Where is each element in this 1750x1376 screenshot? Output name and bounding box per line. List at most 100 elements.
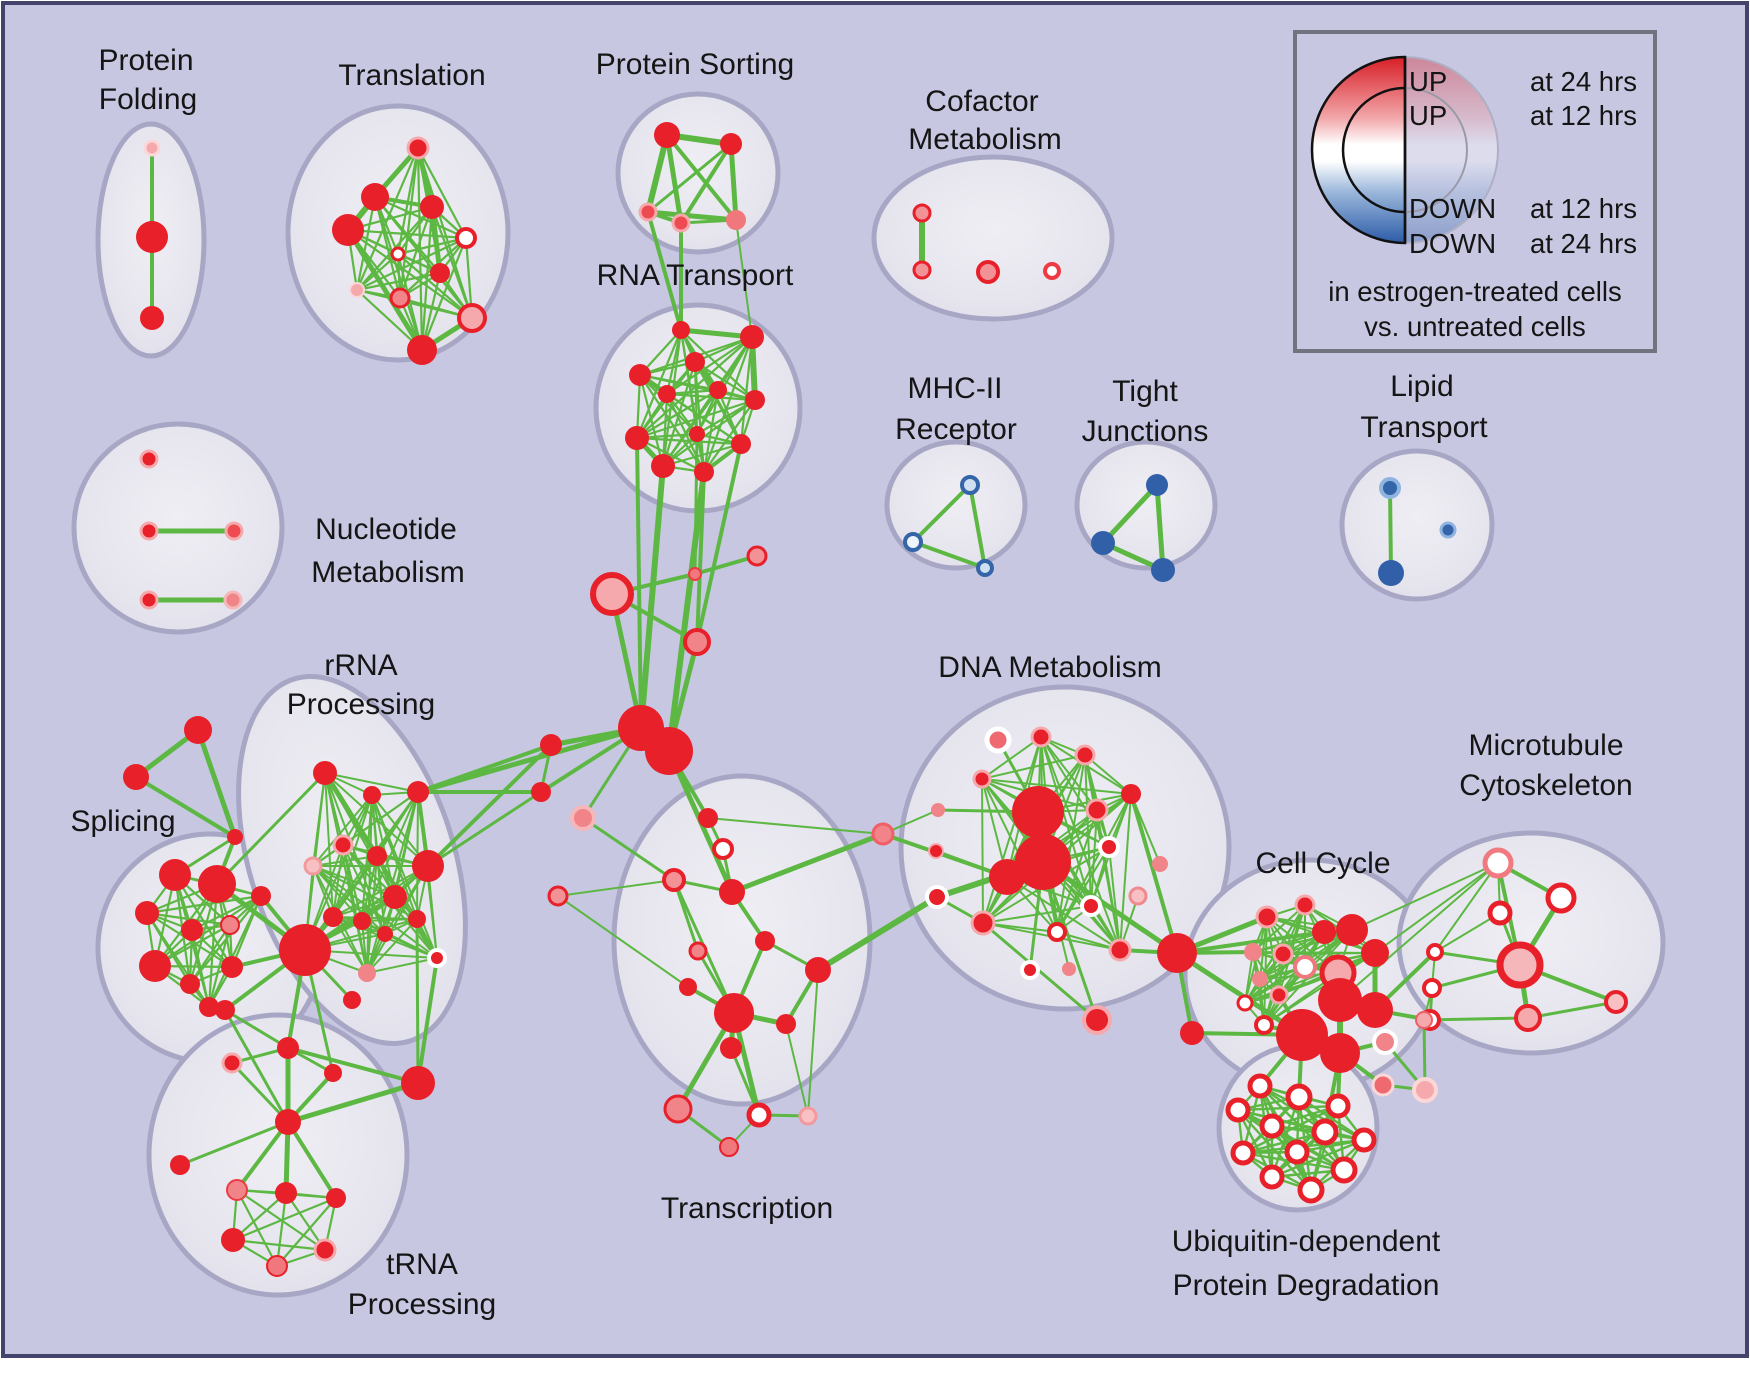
cluster-label: Translation: [338, 59, 485, 92]
network-node: [199, 997, 219, 1017]
network-edge: [231, 1238, 327, 1252]
network-node: [912, 260, 932, 280]
network-node: [455, 227, 477, 249]
legend-down12-label: DOWN: [1409, 193, 1497, 225]
network-node: [1030, 726, 1052, 748]
network-node: [406, 136, 430, 160]
network-edge: [134, 775, 237, 839]
network-node: [223, 590, 243, 610]
network-edge: [415, 917, 420, 1085]
cluster-label: Transcription: [661, 1192, 833, 1225]
network-node: [332, 834, 354, 856]
network-node: [420, 195, 444, 219]
network-node: [531, 782, 551, 802]
network-node: [377, 926, 393, 942]
cluster-label: Protein Degradation: [1173, 1269, 1440, 1302]
network-node: [1357, 992, 1393, 1028]
network-node: [570, 805, 596, 831]
network-edge: [355, 236, 468, 292]
network-edge: [664, 132, 684, 226]
network-edge: [1040, 736, 1121, 951]
network-node: [1293, 955, 1317, 979]
network-node: [198, 865, 236, 903]
cluster-ellipse-cofactor-metabolism: [871, 154, 1115, 322]
network-edge: [373, 195, 468, 240]
network-node: [1269, 985, 1289, 1005]
network-node: [1236, 994, 1254, 1012]
network-edge: [679, 328, 757, 402]
network-node: [407, 335, 437, 365]
cluster-ellipse-trna-processing: [146, 1012, 410, 1298]
network-node: [1157, 933, 1197, 973]
network-edge: [190, 894, 263, 932]
network-node: [1276, 1009, 1328, 1061]
network-edge: [646, 210, 683, 332]
network-node: [672, 321, 690, 339]
network-node: [401, 1066, 435, 1100]
network-edge: [195, 727, 238, 840]
network-node: [139, 590, 159, 610]
network-node: [135, 901, 159, 925]
network-edge: [645, 209, 739, 223]
network-node: [638, 202, 658, 222]
cluster-label: Folding: [99, 83, 197, 116]
cluster-label: MHC-II: [908, 372, 1003, 405]
network-node: [931, 803, 945, 817]
network-edge: [1309, 1104, 1340, 1192]
network-node: [1320, 1033, 1360, 1073]
cluster-label: Metabolism: [908, 123, 1061, 156]
network-node: [1284, 1139, 1310, 1165]
network-edge: [981, 921, 1099, 1022]
network-node: [712, 838, 734, 860]
network-node: [720, 133, 742, 155]
cluster-label: Metabolism: [311, 556, 464, 589]
network-edge: [1129, 792, 1179, 955]
network-node: [1482, 847, 1514, 879]
legend-row-up24: UP at 24 hrs: [1409, 64, 1637, 100]
network-edge: [1236, 1104, 1340, 1112]
network-edge: [376, 855, 438, 959]
network-edge: [1175, 930, 1326, 955]
network-edge: [581, 816, 676, 882]
network-node: [1415, 1011, 1433, 1029]
network-node: [972, 769, 992, 789]
network-node: [136, 221, 168, 253]
cluster-label: Protein: [98, 44, 193, 77]
network-node: [1318, 978, 1362, 1022]
network-edge: [661, 442, 743, 468]
network-node: [221, 1052, 243, 1074]
network-node: [279, 924, 331, 976]
network-edge: [235, 1188, 279, 1268]
network-edge: [285, 1080, 421, 1125]
network-node: [215, 1000, 235, 1020]
network-edge: [695, 470, 706, 644]
cluster-label: Tight: [1112, 375, 1178, 408]
network-node: [1254, 1015, 1274, 1035]
legend-up12-label: UP: [1409, 100, 1448, 132]
network-node: [407, 781, 429, 803]
cluster-label: Processing: [287, 688, 435, 721]
network-edge: [911, 540, 987, 570]
cluster-label: DNA Metabolism: [938, 651, 1161, 684]
network-node: [679, 978, 697, 996]
network-node: [726, 210, 746, 230]
network-edge: [223, 1008, 290, 1050]
network-edge: [557, 895, 689, 988]
network-node: [1043, 262, 1061, 280]
network-edge: [1374, 862, 1499, 954]
cluster-label: Splicing: [70, 805, 175, 838]
network-node: [221, 956, 243, 978]
network-node: [683, 628, 711, 656]
network-edge: [1339, 862, 1499, 1001]
legend-inner-ring-right: [1404, 87, 1468, 213]
network-node: [776, 1014, 796, 1034]
network-edge: [635, 328, 683, 440]
network-node: [390, 246, 406, 262]
network-node: [976, 559, 994, 577]
network-node: [1336, 914, 1368, 946]
legend-down24-time: at 24 hrs: [1529, 228, 1637, 260]
network-edge: [1096, 809, 1121, 951]
cluster-ellipse-mhc-ii-receptor: [884, 439, 1028, 571]
network-node: [1325, 1093, 1351, 1119]
network-node: [984, 726, 1012, 754]
